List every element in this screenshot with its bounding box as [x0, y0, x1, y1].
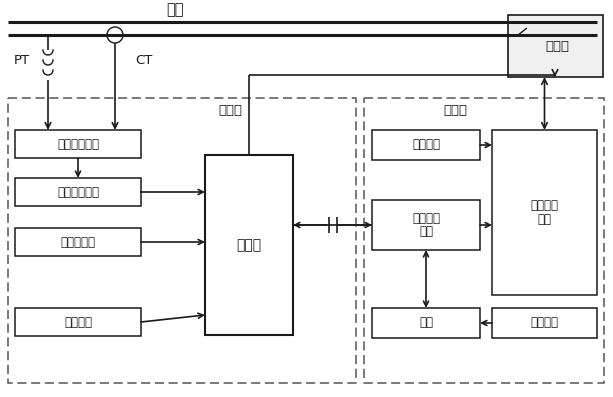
- Bar: [15, 130, 141, 158]
- Text: 电源电路: 电源电路: [530, 316, 558, 330]
- Text: 充电控制: 充电控制: [412, 212, 440, 225]
- Bar: [15, 228, 141, 256]
- Text: CT: CT: [135, 54, 153, 67]
- Text: 电路: 电路: [538, 212, 552, 225]
- Text: 信号采集电路: 信号采集电路: [57, 137, 99, 150]
- Text: 控制板: 控制板: [218, 104, 242, 118]
- Text: 断路器: 断路器: [545, 39, 569, 52]
- Bar: [372, 308, 480, 338]
- Text: 驱动电路: 驱动电路: [412, 139, 440, 152]
- Text: 线圈控制: 线圈控制: [530, 199, 558, 212]
- Bar: [372, 130, 480, 160]
- Text: 驱动板: 驱动板: [443, 104, 467, 118]
- Bar: [205, 155, 293, 335]
- Bar: [492, 130, 597, 295]
- Bar: [15, 308, 141, 336]
- Bar: [8, 98, 356, 383]
- Text: 电路: 电路: [419, 225, 433, 238]
- Text: 显示电路: 显示电路: [64, 316, 92, 328]
- Bar: [364, 98, 604, 383]
- Text: 信号调理电路: 信号调理电路: [57, 185, 99, 198]
- Text: 电容: 电容: [419, 316, 433, 330]
- Text: 分合闸指令: 分合闸指令: [61, 235, 96, 249]
- Bar: [372, 200, 480, 250]
- Bar: [492, 308, 597, 338]
- Text: PT: PT: [14, 54, 30, 67]
- Bar: [15, 178, 141, 206]
- Text: 电网: 电网: [166, 2, 184, 17]
- Text: 控制器: 控制器: [237, 238, 262, 252]
- Bar: [508, 15, 603, 77]
